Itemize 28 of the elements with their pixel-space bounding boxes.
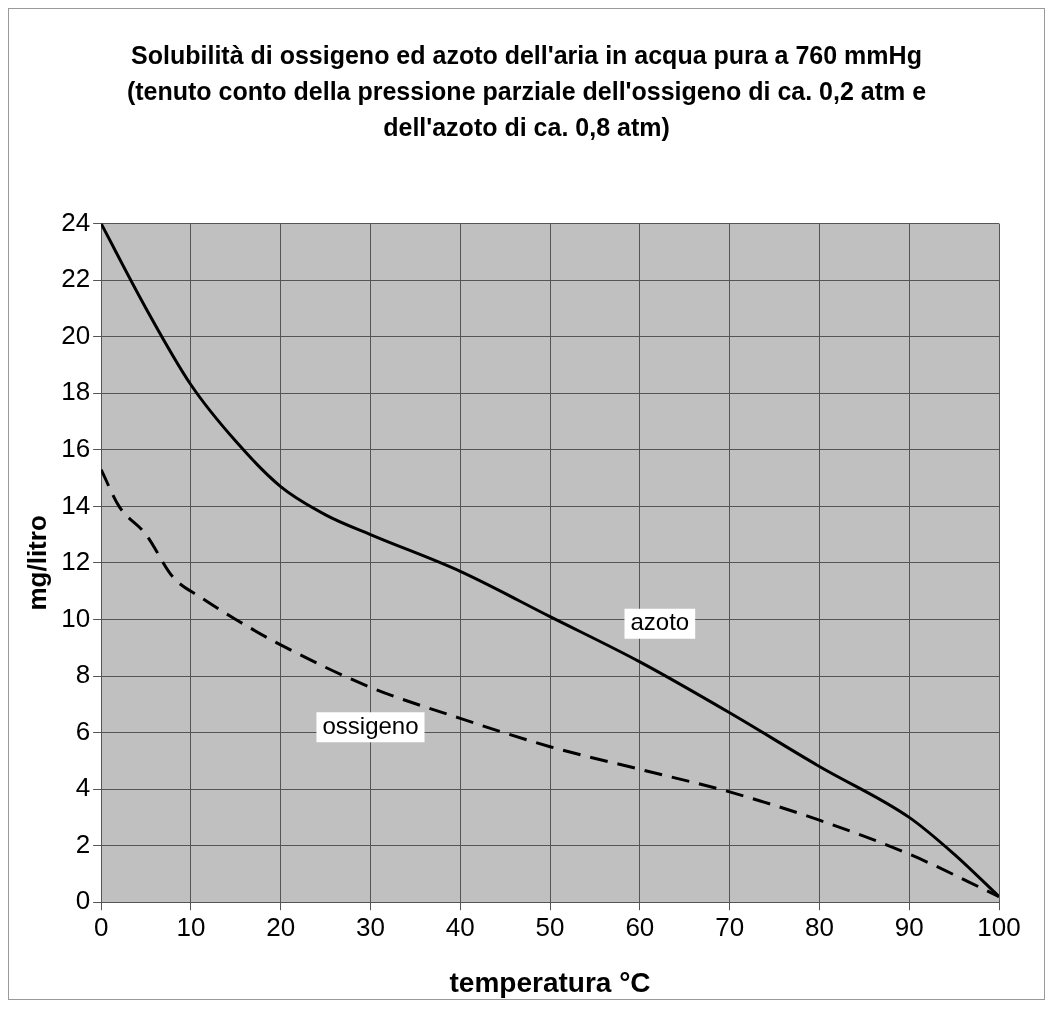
series-label: azoto (630, 608, 690, 636)
y-tick-label: 2 (75, 828, 91, 859)
y-tick-label: 12 (61, 546, 91, 577)
series-label: ossigeno (322, 711, 419, 739)
x-tick-label: 20 (266, 911, 296, 942)
x-tick-label: 10 (176, 911, 206, 942)
x-tick-label: 70 (715, 911, 745, 942)
x-tick-label: 60 (625, 911, 655, 942)
y-tick-label: 6 (75, 715, 91, 746)
y-tick-label: 14 (61, 489, 91, 520)
y-tick-label: 8 (75, 659, 91, 690)
chart-title: Solubilità di ossigeno ed azoto dell'aria in acqua pura a 760 mmHg (tenuto conto della pressione parziale dell'ossigeno di ca. 0,2 atm e dell'azoto di ca. 0,8 atm) (125, 40, 928, 143)
x-tick-label: 80 (804, 911, 834, 942)
y-axis-title: mg/litro (21, 515, 52, 611)
x-tick-label: 100 (977, 911, 1021, 942)
x-axis-title: temperatura °C (449, 966, 651, 998)
y-tick-label: 18 (61, 376, 91, 407)
y-tick-label: 16 (61, 432, 91, 463)
x-tick-label: 50 (535, 911, 565, 942)
x-tick-label: 30 (356, 911, 385, 942)
y-tick-label: 4 (75, 772, 91, 803)
y-tick-label: 24 (61, 206, 91, 237)
y-tick-label: 20 (61, 319, 91, 350)
y-tick-label: 0 (75, 885, 91, 916)
x-tick-label: 90 (894, 911, 924, 942)
y-tick-label: 22 (61, 263, 91, 294)
x-tick-label: 40 (445, 911, 475, 942)
y-tick-label: 10 (61, 602, 91, 633)
